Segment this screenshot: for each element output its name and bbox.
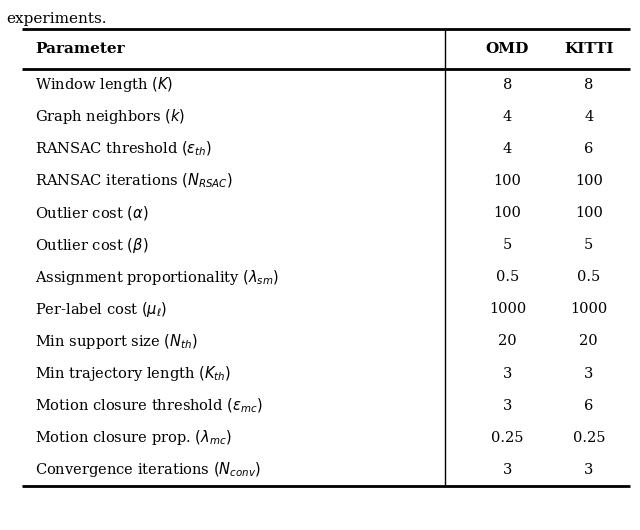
Text: 100: 100 — [493, 206, 522, 220]
Text: KITTI: KITTI — [564, 42, 614, 56]
Text: experiments.: experiments. — [6, 12, 107, 25]
Text: 0.5: 0.5 — [577, 270, 600, 284]
Text: 100: 100 — [493, 174, 522, 188]
Text: 100: 100 — [575, 174, 603, 188]
Text: 3: 3 — [584, 367, 593, 381]
Text: 4: 4 — [584, 110, 593, 124]
Text: 6: 6 — [584, 142, 593, 156]
Text: 1000: 1000 — [570, 303, 607, 316]
Text: 4: 4 — [503, 110, 512, 124]
Text: Min support size $(N_{​th})$: Min support size $(N_{​th})$ — [35, 332, 198, 351]
Text: 3: 3 — [503, 399, 512, 412]
Text: Window length $(K)$: Window length $(K)$ — [35, 75, 173, 94]
Text: Motion closure threshold $(ε_{​mc})$: Motion closure threshold $(ε_{​mc})$ — [35, 396, 262, 415]
Text: 5: 5 — [503, 238, 512, 252]
Text: 5: 5 — [584, 238, 593, 252]
Text: Motion closure prop. $(λ_{​mc})$: Motion closure prop. $(λ_{​mc})$ — [35, 428, 232, 447]
Text: 8: 8 — [584, 78, 593, 92]
Text: Per-label cost $(μ_ℓ)$: Per-label cost $(μ_ℓ)$ — [35, 300, 168, 319]
Text: Parameter: Parameter — [35, 42, 125, 56]
Text: OMD: OMD — [486, 42, 529, 56]
Text: 3: 3 — [503, 463, 512, 476]
Text: Outlier cost $(β)$: Outlier cost $(β)$ — [35, 236, 148, 255]
Text: RANSAC iterations $(N_{​RSAC})$: RANSAC iterations $(N_{​RSAC})$ — [35, 172, 233, 190]
Text: Assignment proportionality $(λ_{​sm})$: Assignment proportionality $(λ_{​sm})$ — [35, 268, 279, 287]
Text: 0.5: 0.5 — [496, 270, 519, 284]
Text: 1000: 1000 — [489, 303, 526, 316]
Text: Convergence iterations $(N_{​conv})$: Convergence iterations $(N_{​conv})$ — [35, 460, 261, 479]
Text: Min trajectory length $(K_{​th})$: Min trajectory length $(K_{​th})$ — [35, 364, 231, 383]
Text: Outlier cost $(α)$: Outlier cost $(α)$ — [35, 204, 149, 222]
Text: 20: 20 — [579, 334, 598, 348]
Text: 4: 4 — [503, 142, 512, 156]
Text: 0.25: 0.25 — [492, 431, 524, 445]
Text: RANSAC threshold $(ε_{​th})$: RANSAC threshold $(ε_{​th})$ — [35, 140, 212, 158]
Text: 3: 3 — [503, 367, 512, 381]
Text: 20: 20 — [498, 334, 517, 348]
Text: 100: 100 — [575, 206, 603, 220]
Text: 0.25: 0.25 — [573, 431, 605, 445]
Text: Graph neighbors $(k)$: Graph neighbors $(k)$ — [35, 108, 186, 127]
Text: 6: 6 — [584, 399, 593, 412]
Text: 8: 8 — [503, 78, 512, 92]
Text: 3: 3 — [584, 463, 593, 476]
